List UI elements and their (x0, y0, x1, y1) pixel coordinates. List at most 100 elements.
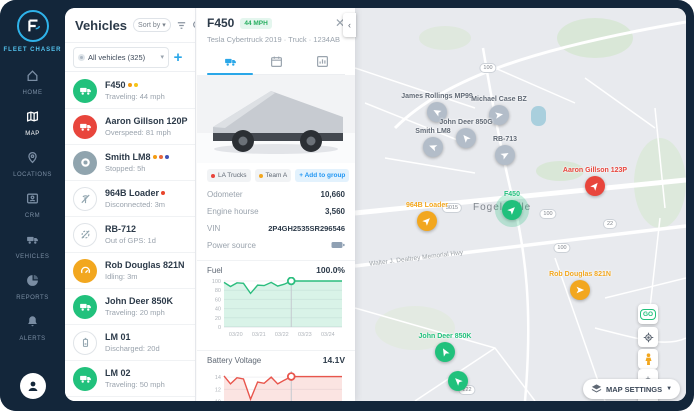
map-marker-label: Aaron Gillson 123P (562, 167, 628, 174)
tag-dot (258, 173, 263, 178)
map-marker-label: RB-713 (492, 136, 518, 143)
vehicle-list-item[interactable]: 964B Loader Disconnected: 3m (65, 181, 195, 217)
all-vehicles-select[interactable]: All vehicles (325) ▾ (73, 46, 169, 68)
tab-history-calendar[interactable] (253, 51, 299, 74)
map-vehicle-marker[interactable] (495, 193, 529, 227)
vehicle-list-item[interactable]: RB-712 Out of GPS: 1d (65, 217, 195, 253)
gps-off-icon (73, 222, 97, 247)
vehicle-list-item[interactable]: LM 02 Traveling: 50 mph (65, 361, 195, 397)
truck-icon (73, 366, 97, 391)
sidebar-item-home[interactable]: HOME (0, 62, 65, 103)
svg-text:20: 20 (215, 316, 221, 322)
sidebar-item-map[interactable]: MAP (0, 103, 65, 144)
collapse-panel-button[interactable]: ‹ (343, 13, 356, 37)
sidebar-item-vehicles[interactable]: VEHICLES (0, 226, 65, 267)
sidebar-nav: HOME MAP LOCATIONS CRM VEHICLES REPORTS (0, 62, 65, 349)
battery-level-icon (331, 241, 345, 251)
map-marker-label: 964B Loader (405, 202, 449, 209)
sidebar-item-reports[interactable]: REPORTS (0, 267, 65, 308)
fuel-current-value: 100.0% (316, 265, 345, 275)
vehicle-list-item[interactable]: Rob Douglas 821N Idling: 3m (65, 253, 195, 289)
vehicle-detail-panel: F450 44 MPH ✕ Tesla Cybertruck 2019 · Tr… (197, 8, 355, 401)
tab-vehicle-info[interactable] (207, 51, 253, 74)
map-marker-label: James Rollings MP99 (401, 93, 473, 100)
vehicle-list-item[interactable]: Smith LM8 Stopped: 5h (65, 145, 195, 181)
info-row-vin: VIN 2P4GH2535SR296546 (207, 224, 345, 233)
svg-text:03/20: 03/20 (229, 332, 243, 338)
map-settings-button[interactable]: MAP SETTINGS ▼ (583, 379, 681, 399)
pie-chart-icon (26, 274, 39, 292)
status-dot (127, 83, 132, 87)
tag-la-trucks[interactable]: LA Trucks (207, 169, 251, 182)
road-shield: 100 (479, 63, 497, 73)
close-icon[interactable]: ✕ (334, 16, 345, 30)
map-vehicle-marker[interactable] (585, 176, 605, 196)
sort-by-dropdown[interactable]: Sort by ▾ (133, 18, 171, 32)
sidebar-item-crm[interactable]: CRM (0, 185, 65, 226)
vehicle-status: Overspeed: 81 mph (105, 128, 171, 137)
info-row-engine-hours: Engine hourse 3,560 (207, 207, 345, 216)
truck-icon (73, 294, 97, 319)
vehicle-name: LM 02 (105, 368, 131, 378)
map-vehicle-marker[interactable] (456, 128, 476, 148)
sidebar-item-alerts[interactable]: ALERTS (0, 308, 65, 349)
battery-chart-title: Battery Voltage (207, 355, 262, 365)
fuel-chart[interactable]: 100 80 60 40 20 0 03/20 03/21 03/22 03/23 03/24 (207, 276, 345, 346)
filter-icon[interactable] (176, 20, 187, 31)
go-button[interactable]: GO (638, 304, 658, 324)
road-shield: 100 (553, 243, 571, 253)
map-marker-label: F450 (504, 191, 520, 198)
map-marker-label: John Deer 850K (418, 333, 472, 340)
fuel-section: Fuel 100.0% 100 80 60 40 20 0 03/20 03/21 03/22 03… (197, 260, 355, 346)
vehicle-name: Rob Douglas 821N (105, 260, 185, 270)
vehicle-list-item[interactable]: John Deer 850K Traveling: 20 mph (65, 289, 195, 325)
vehicle-list-item[interactable]: F450 Traveling: 44 mph (65, 73, 195, 109)
brand-text: FLEET CHASER (3, 47, 62, 53)
status-dot (161, 191, 166, 195)
map-vehicle-marker[interactable] (435, 342, 455, 362)
map-vehicle-marker[interactable] (417, 211, 437, 231)
tag-dot (211, 173, 215, 178)
map-marker-label: John Deer 850G (439, 119, 493, 126)
layers-icon (591, 383, 602, 396)
map-vehicle-marker[interactable] (427, 102, 447, 122)
status-dot (133, 83, 138, 87)
fuel-chart-title: Fuel (207, 265, 223, 275)
svg-text:03/24: 03/24 (321, 332, 335, 338)
vehicle-status: Traveling: 20 mph (105, 308, 165, 317)
search-icon[interactable] (192, 20, 195, 31)
map-vehicle-marker[interactable] (423, 137, 443, 157)
vehicle-rows: F450 Traveling: 44 mph Aaron Gillson 120P O… (65, 73, 195, 401)
svg-text:0: 0 (218, 325, 221, 331)
user-avatar[interactable] (19, 373, 46, 399)
status-dot (158, 155, 163, 159)
fleet-chaser-logo: FLEET CHASER (0, 10, 65, 55)
map-vehicle-marker[interactable] (570, 280, 590, 300)
vehicle-list-panel: Vehicles Sort by ▾ All vehicles (325) ▾ +… (65, 8, 196, 401)
add-to-group-button[interactable]: + Add to group (295, 169, 350, 182)
tag-team-a[interactable]: Team A (254, 169, 292, 182)
svg-text:80: 80 (215, 288, 221, 294)
map-marker-label: Smith LM8 (415, 128, 451, 135)
vehicle-name: Aaron Gillson 120P (105, 116, 188, 126)
map-vehicle-marker[interactable] (495, 145, 515, 165)
tab-stats[interactable] (299, 51, 345, 74)
map-vehicle-marker[interactable] (448, 371, 468, 391)
panel-title: Vehicles (75, 17, 128, 33)
vehicle-name: Smith LM8 (105, 152, 169, 162)
map[interactable]: Fogelsville Walter J. Dealtrey Memorial … (343, 8, 686, 401)
bell-icon (26, 315, 39, 333)
sidebar-item-locations[interactable]: LOCATIONS (0, 144, 65, 185)
map-vehicle-marker[interactable] (489, 105, 509, 125)
svg-text:10: 10 (215, 400, 221, 401)
city-label: Fogelsville (473, 202, 531, 213)
vehicle-list-item[interactable]: LM 01 Discharged: 20d (65, 325, 195, 361)
street-view-pegman-icon[interactable] (638, 349, 658, 369)
add-vehicle-button[interactable]: + (173, 48, 183, 66)
locate-me-button[interactable] (638, 327, 658, 347)
sidebar: FLEET CHASER HOME MAP LOCATIONS CRM VEHI… (0, 0, 65, 411)
vehicle-title: F450 (207, 16, 235, 30)
vehicle-list-header: Vehicles Sort by ▾ (65, 8, 195, 42)
vehicle-list-item[interactable]: Aaron Gillson 120P Overspeed: 81 mph (65, 109, 195, 145)
